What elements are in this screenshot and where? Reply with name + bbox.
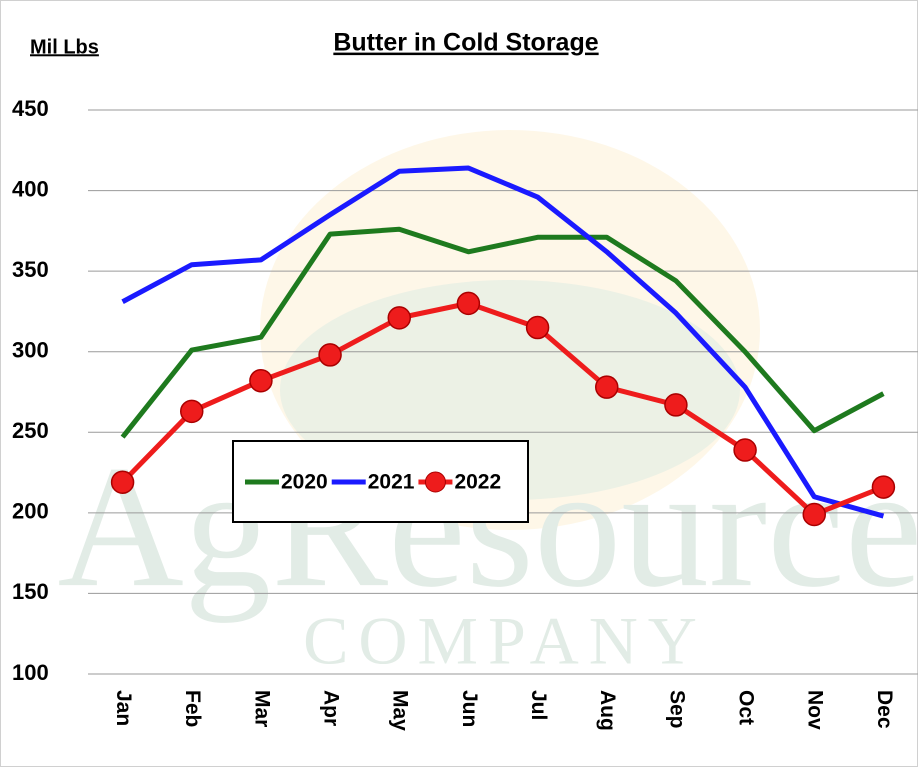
y-tick-label: 400 (12, 176, 49, 201)
x-tick-label: May (389, 690, 412, 731)
legend-label: 2022 (454, 471, 501, 494)
x-tick-label: Jun (458, 690, 481, 727)
x-tick-label: Jul (527, 690, 550, 720)
series-line (120, 226, 885, 439)
x-tick-label: Apr (320, 690, 343, 726)
data-point (595, 375, 619, 399)
data-point (456, 291, 481, 316)
x-tick-label: Oct (735, 690, 758, 725)
y-tick-label: 200 (12, 499, 49, 524)
series-line (120, 300, 885, 517)
y-tick-label: 300 (12, 338, 49, 363)
y-tick-label: 450 (12, 96, 49, 121)
data-point (733, 438, 757, 462)
x-tick-label: Aug (596, 690, 619, 731)
x-tick-label: Jan (112, 690, 135, 726)
chart-title: Butter in Cold Storage (333, 29, 598, 57)
x-tick-label: Mar (250, 690, 273, 727)
data-point (525, 315, 550, 340)
legend-box (232, 440, 529, 523)
y-tick-label: 350 (12, 257, 49, 282)
y-tick-label: 100 (12, 660, 49, 685)
data-point (387, 306, 411, 330)
x-tick-label: Dec (873, 690, 896, 729)
legend-label: 2020 (281, 471, 328, 494)
watermark: COMPANY (303, 603, 707, 679)
series-line (121, 165, 885, 519)
data-point (180, 399, 204, 424)
y-tick-label: 250 (12, 418, 49, 443)
data-point (318, 343, 342, 367)
x-tick-label: Nov (804, 690, 827, 730)
data-point (871, 475, 896, 499)
legend-label: 2021 (368, 471, 415, 494)
data-point (664, 393, 688, 417)
legend-marker (424, 471, 446, 493)
x-tick-label: Feb (181, 690, 204, 727)
x-tick-label: Sep (665, 690, 688, 729)
y-tick-label: 150 (12, 579, 49, 604)
data-point (249, 368, 273, 393)
data-point (110, 470, 135, 494)
y-axis-label: Mil Lbs (30, 36, 99, 58)
data-point (802, 502, 826, 527)
